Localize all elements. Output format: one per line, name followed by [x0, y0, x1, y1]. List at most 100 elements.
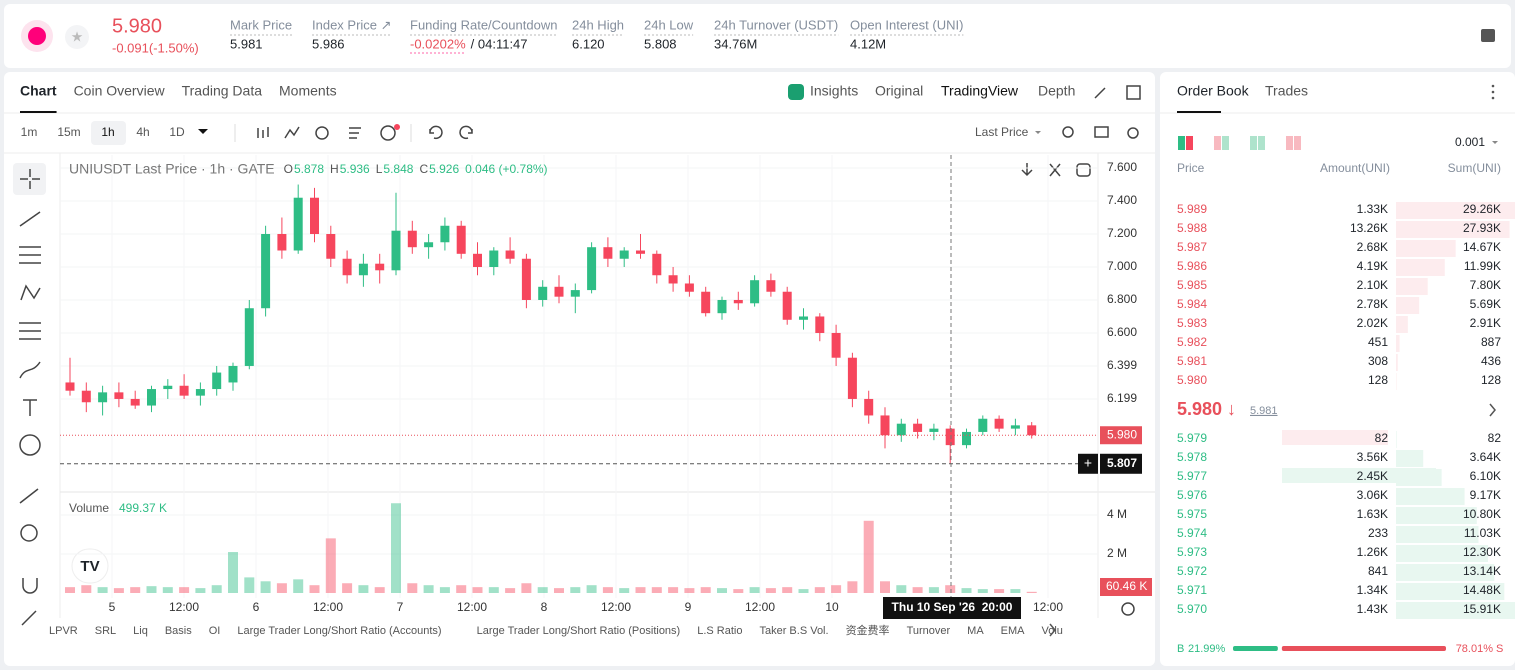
candle-body	[815, 316, 825, 333]
indicator[interactable]: SRL	[95, 625, 116, 637]
interval[interactable]: 1D	[169, 125, 185, 139]
ob-price[interactable]: 5.977	[1177, 469, 1207, 483]
interval[interactable]: 1m	[21, 125, 38, 139]
favorite-button[interactable]	[65, 25, 89, 49]
ob-tab[interactable]: Order Book	[1177, 83, 1250, 99]
ob-price[interactable]: 5.974	[1177, 526, 1207, 540]
ob-amount: 3.56K	[1357, 450, 1388, 464]
candle-body	[65, 382, 75, 391]
ob-sum: 29.26K	[1463, 202, 1501, 216]
candle-body	[505, 250, 515, 259]
interval[interactable]: 15m	[57, 125, 80, 139]
ob-price[interactable]: 5.981	[1177, 354, 1207, 368]
candle-body	[489, 250, 499, 267]
volume-bar	[994, 589, 1005, 593]
y2-tick-label: 4 M	[1107, 507, 1127, 521]
ob-price[interactable]: 5.983	[1177, 316, 1207, 330]
ob-price[interactable]: 5.979	[1177, 431, 1207, 445]
volume-bar	[65, 587, 75, 593]
x-tick-label: 9	[685, 600, 692, 614]
candle-body	[603, 247, 613, 259]
indicator[interactable]: Large Trader Long/Short Ratio (Accounts)	[237, 625, 441, 637]
ob-price[interactable]: 5.978	[1177, 450, 1207, 464]
volume-tag	[1100, 578, 1152, 596]
ob-sum: 27.93K	[1463, 221, 1501, 235]
mark-price: 5.981	[1250, 405, 1278, 417]
ob-price[interactable]: 5.985	[1177, 278, 1207, 292]
tab[interactable]: Moments	[279, 83, 337, 99]
tab[interactable]: Coin Overview	[74, 83, 166, 99]
indicator[interactable]: Liq	[133, 625, 148, 637]
volume-bar	[260, 581, 271, 593]
indicator[interactable]: OI	[209, 625, 221, 637]
x-tick-label: 12:00	[745, 600, 775, 614]
volume-bar	[814, 587, 825, 593]
ob-sum: 9.17K	[1470, 488, 1501, 502]
indicator[interactable]: 资金费率	[846, 623, 890, 637]
ob-price[interactable]: 5.987	[1177, 240, 1207, 254]
indicator[interactable]: MA	[967, 625, 984, 637]
ob-price[interactable]: 5.988	[1177, 221, 1207, 235]
legend-value: 5.936	[340, 162, 370, 176]
stat-value: 6.120	[572, 36, 605, 51]
ob-price[interactable]: 5.989	[1177, 202, 1207, 216]
stat-value: 34.76M	[714, 36, 757, 51]
x-tick-label: 12:00	[169, 600, 199, 614]
indicator[interactable]: Taker B.S Vol.	[759, 625, 828, 637]
volume-bar	[537, 587, 548, 593]
depth-bar	[1396, 469, 1442, 486]
view-tab[interactable]: Depth	[1038, 83, 1075, 99]
tab[interactable]: Chart	[20, 83, 57, 99]
interval[interactable]: 1h	[101, 125, 114, 139]
view-tab[interactable]: Original	[875, 83, 923, 99]
candle-body	[896, 423, 906, 436]
ob-amount: 1.43K	[1357, 602, 1388, 616]
candle-body	[913, 423, 923, 432]
indicator[interactable]: LPVR	[49, 625, 78, 637]
candle-body	[391, 230, 401, 271]
volume-bar	[423, 585, 434, 593]
volume-bar	[896, 585, 907, 593]
tab[interactable]: Trading Data	[182, 83, 263, 99]
ob-price[interactable]: 5.973	[1177, 545, 1207, 559]
ob-amount: 1.34K	[1357, 583, 1388, 597]
legend-key: C	[419, 162, 428, 176]
indicator[interactable]: EMA	[1001, 625, 1026, 637]
ob-price[interactable]: 5.972	[1177, 564, 1207, 578]
indicator[interactable]: Volu	[1042, 625, 1063, 637]
crosshair-plus-bg[interactable]	[1078, 453, 1098, 474]
ob-tab[interactable]: Trades	[1265, 83, 1308, 99]
volume-bar	[293, 579, 304, 593]
active-tool-bg	[13, 163, 46, 195]
ob-price[interactable]: 5.970	[1177, 602, 1207, 616]
indicator[interactable]: Basis	[165, 625, 192, 637]
candle-body	[701, 291, 711, 314]
indicator[interactable]: Large Trader Long/Short Ratio (Positions…	[477, 625, 681, 637]
ob-price[interactable]: 5.982	[1177, 335, 1207, 349]
volume-bar	[717, 588, 727, 593]
volume-bar	[880, 581, 890, 593]
coin-logo-mark	[28, 27, 46, 45]
volume-bar	[570, 587, 581, 593]
ob-price[interactable]: 5.975	[1177, 507, 1207, 521]
depth-bar	[1396, 431, 1397, 448]
price-source[interactable]: Last Price	[975, 125, 1029, 139]
view-tab[interactable]: Insights	[810, 83, 858, 99]
indicator[interactable]: L.S Ratio	[697, 625, 742, 637]
ob-price[interactable]: 5.971	[1177, 583, 1207, 597]
stat-value: 5.981	[230, 36, 263, 51]
ob-price[interactable]: 5.976	[1177, 488, 1207, 502]
interval[interactable]: 4h	[136, 125, 149, 139]
precision[interactable]: 0.001	[1455, 135, 1485, 149]
volume-bar	[195, 588, 206, 593]
ob-price[interactable]: 5.986	[1177, 259, 1207, 273]
ob-price[interactable]: 5.980	[1177, 373, 1207, 387]
ob-sum: 7.80K	[1470, 278, 1501, 292]
notes-icon[interactable]	[1481, 29, 1495, 42]
candle-body	[864, 398, 874, 416]
indicator[interactable]: Turnover	[907, 625, 951, 637]
candle-body	[587, 247, 597, 291]
view-tab[interactable]: TradingView	[941, 83, 1019, 99]
candle-body	[358, 263, 368, 276]
ob-price[interactable]: 5.984	[1177, 297, 1207, 311]
